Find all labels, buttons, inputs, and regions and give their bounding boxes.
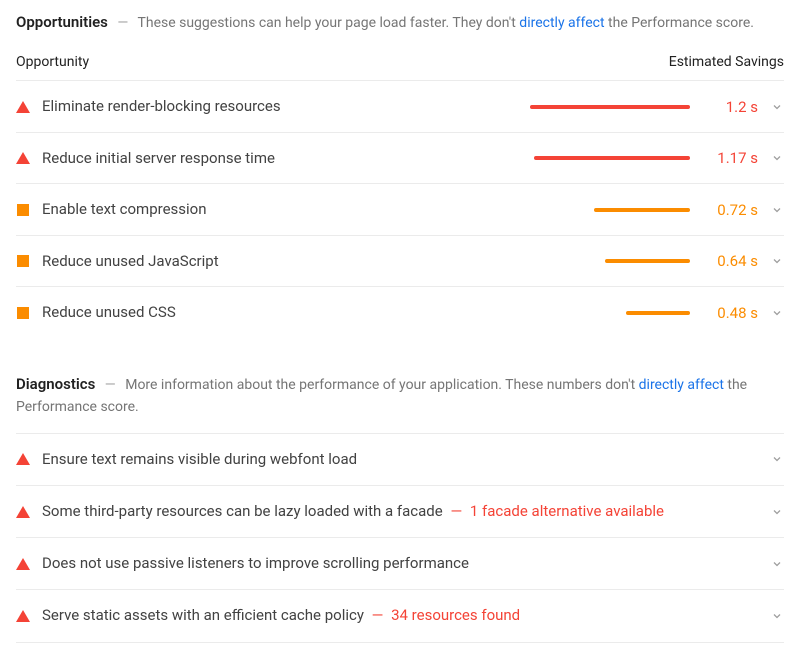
savings-bar-area [530, 208, 690, 212]
diagnostics-header: Diagnostics — More information about the… [16, 372, 784, 419]
diagnostic-label: Ensure text remains visible during webfo… [42, 448, 758, 471]
col-opportunity: Opportunity [16, 54, 89, 70]
chevron-down-icon[interactable] [770, 204, 784, 216]
opportunity-label: Reduce unused JavaScript [42, 250, 518, 273]
opportunity-row[interactable]: Reduce unused JavaScript 0.64 s [16, 236, 784, 288]
opportunity-row[interactable]: Reduce unused CSS 0.48 s [16, 287, 784, 338]
chevron-down-icon[interactable] [770, 101, 784, 113]
opportunity-label: Reduce initial server response time [42, 147, 518, 170]
triangle-icon [16, 558, 30, 570]
diagnostics-desc: More information about the performance o… [16, 377, 747, 415]
diagnostic-note: 1 facade alternative available [470, 502, 664, 520]
savings-value: 0.64 s [702, 252, 758, 270]
chevron-down-icon[interactable] [770, 610, 784, 622]
square-icon [16, 204, 30, 216]
savings-bar [605, 259, 690, 263]
directly-affect-link[interactable]: directly affect [519, 15, 604, 31]
square-icon [16, 307, 30, 319]
savings-bar [530, 105, 690, 109]
savings-bar [594, 208, 690, 212]
col-savings: Estimated Savings [669, 54, 784, 70]
opportunity-label: Eliminate render-blocking resources [42, 95, 518, 118]
opportunities-desc: These suggestions can help your page loa… [138, 15, 754, 31]
savings-value: 1.2 s [702, 98, 758, 116]
triangle-icon [16, 152, 30, 164]
savings-bar-area [530, 311, 690, 315]
triangle-icon [16, 506, 30, 518]
directly-affect-link-2[interactable]: directly affect [639, 377, 724, 393]
opportunity-row[interactable]: Reduce initial server response time 1.17 … [16, 133, 784, 185]
chevron-down-icon[interactable] [770, 506, 784, 518]
chevron-down-icon[interactable] [770, 307, 784, 319]
diagnostic-row[interactable]: Serve static assets with an efficient ca… [16, 590, 784, 642]
savings-bar [534, 156, 690, 160]
dash: — [105, 377, 116, 393]
opportunity-row[interactable]: Eliminate render-blocking resources 1.2 s [16, 81, 784, 133]
savings-bar [626, 311, 690, 315]
savings-bar-area [530, 105, 690, 109]
diagnostic-row[interactable]: Does not use passive listeners to improv… [16, 538, 784, 590]
diagnostics-title: Diagnostics [16, 375, 95, 393]
savings-value: 1.17 s [702, 149, 758, 167]
opportunities-header: Opportunities — These suggestions can he… [16, 10, 784, 34]
chevron-down-icon[interactable] [770, 255, 784, 267]
diagnostic-label: Some third-party resources can be lazy l… [42, 500, 758, 523]
savings-value: 0.48 s [702, 304, 758, 322]
square-icon [16, 255, 30, 267]
triangle-icon [16, 610, 30, 622]
opportunity-row[interactable]: Enable text compression 0.72 s [16, 184, 784, 236]
chevron-down-icon[interactable] [770, 558, 784, 570]
chevron-down-icon[interactable] [770, 152, 784, 164]
diagnostic-note: 34 resources found [391, 606, 520, 624]
opportunity-label: Enable text compression [42, 198, 518, 221]
diagnostic-row[interactable]: Some third-party resources can be lazy l… [16, 486, 784, 538]
opportunities-columns: Opportunity Estimated Savings [16, 48, 784, 81]
triangle-icon [16, 101, 30, 113]
chevron-down-icon[interactable] [770, 453, 784, 465]
triangle-icon [16, 453, 30, 465]
dash: — [117, 15, 128, 31]
diagnostic-label: Does not use passive listeners to improv… [42, 552, 758, 575]
savings-bar-area [530, 259, 690, 263]
diagnostic-row[interactable]: Ensure text remains visible during webfo… [16, 434, 784, 486]
diagnostic-label: Serve static assets with an efficient ca… [42, 604, 758, 627]
savings-value: 0.72 s [702, 201, 758, 219]
diagnostics-list: Ensure text remains visible during webfo… [16, 433, 784, 643]
opportunities-list: Eliminate render-blocking resources 1.2 s… [16, 81, 784, 338]
opportunity-label: Reduce unused CSS [42, 301, 518, 324]
opportunities-title: Opportunities [16, 13, 108, 31]
savings-bar-area [530, 156, 690, 160]
